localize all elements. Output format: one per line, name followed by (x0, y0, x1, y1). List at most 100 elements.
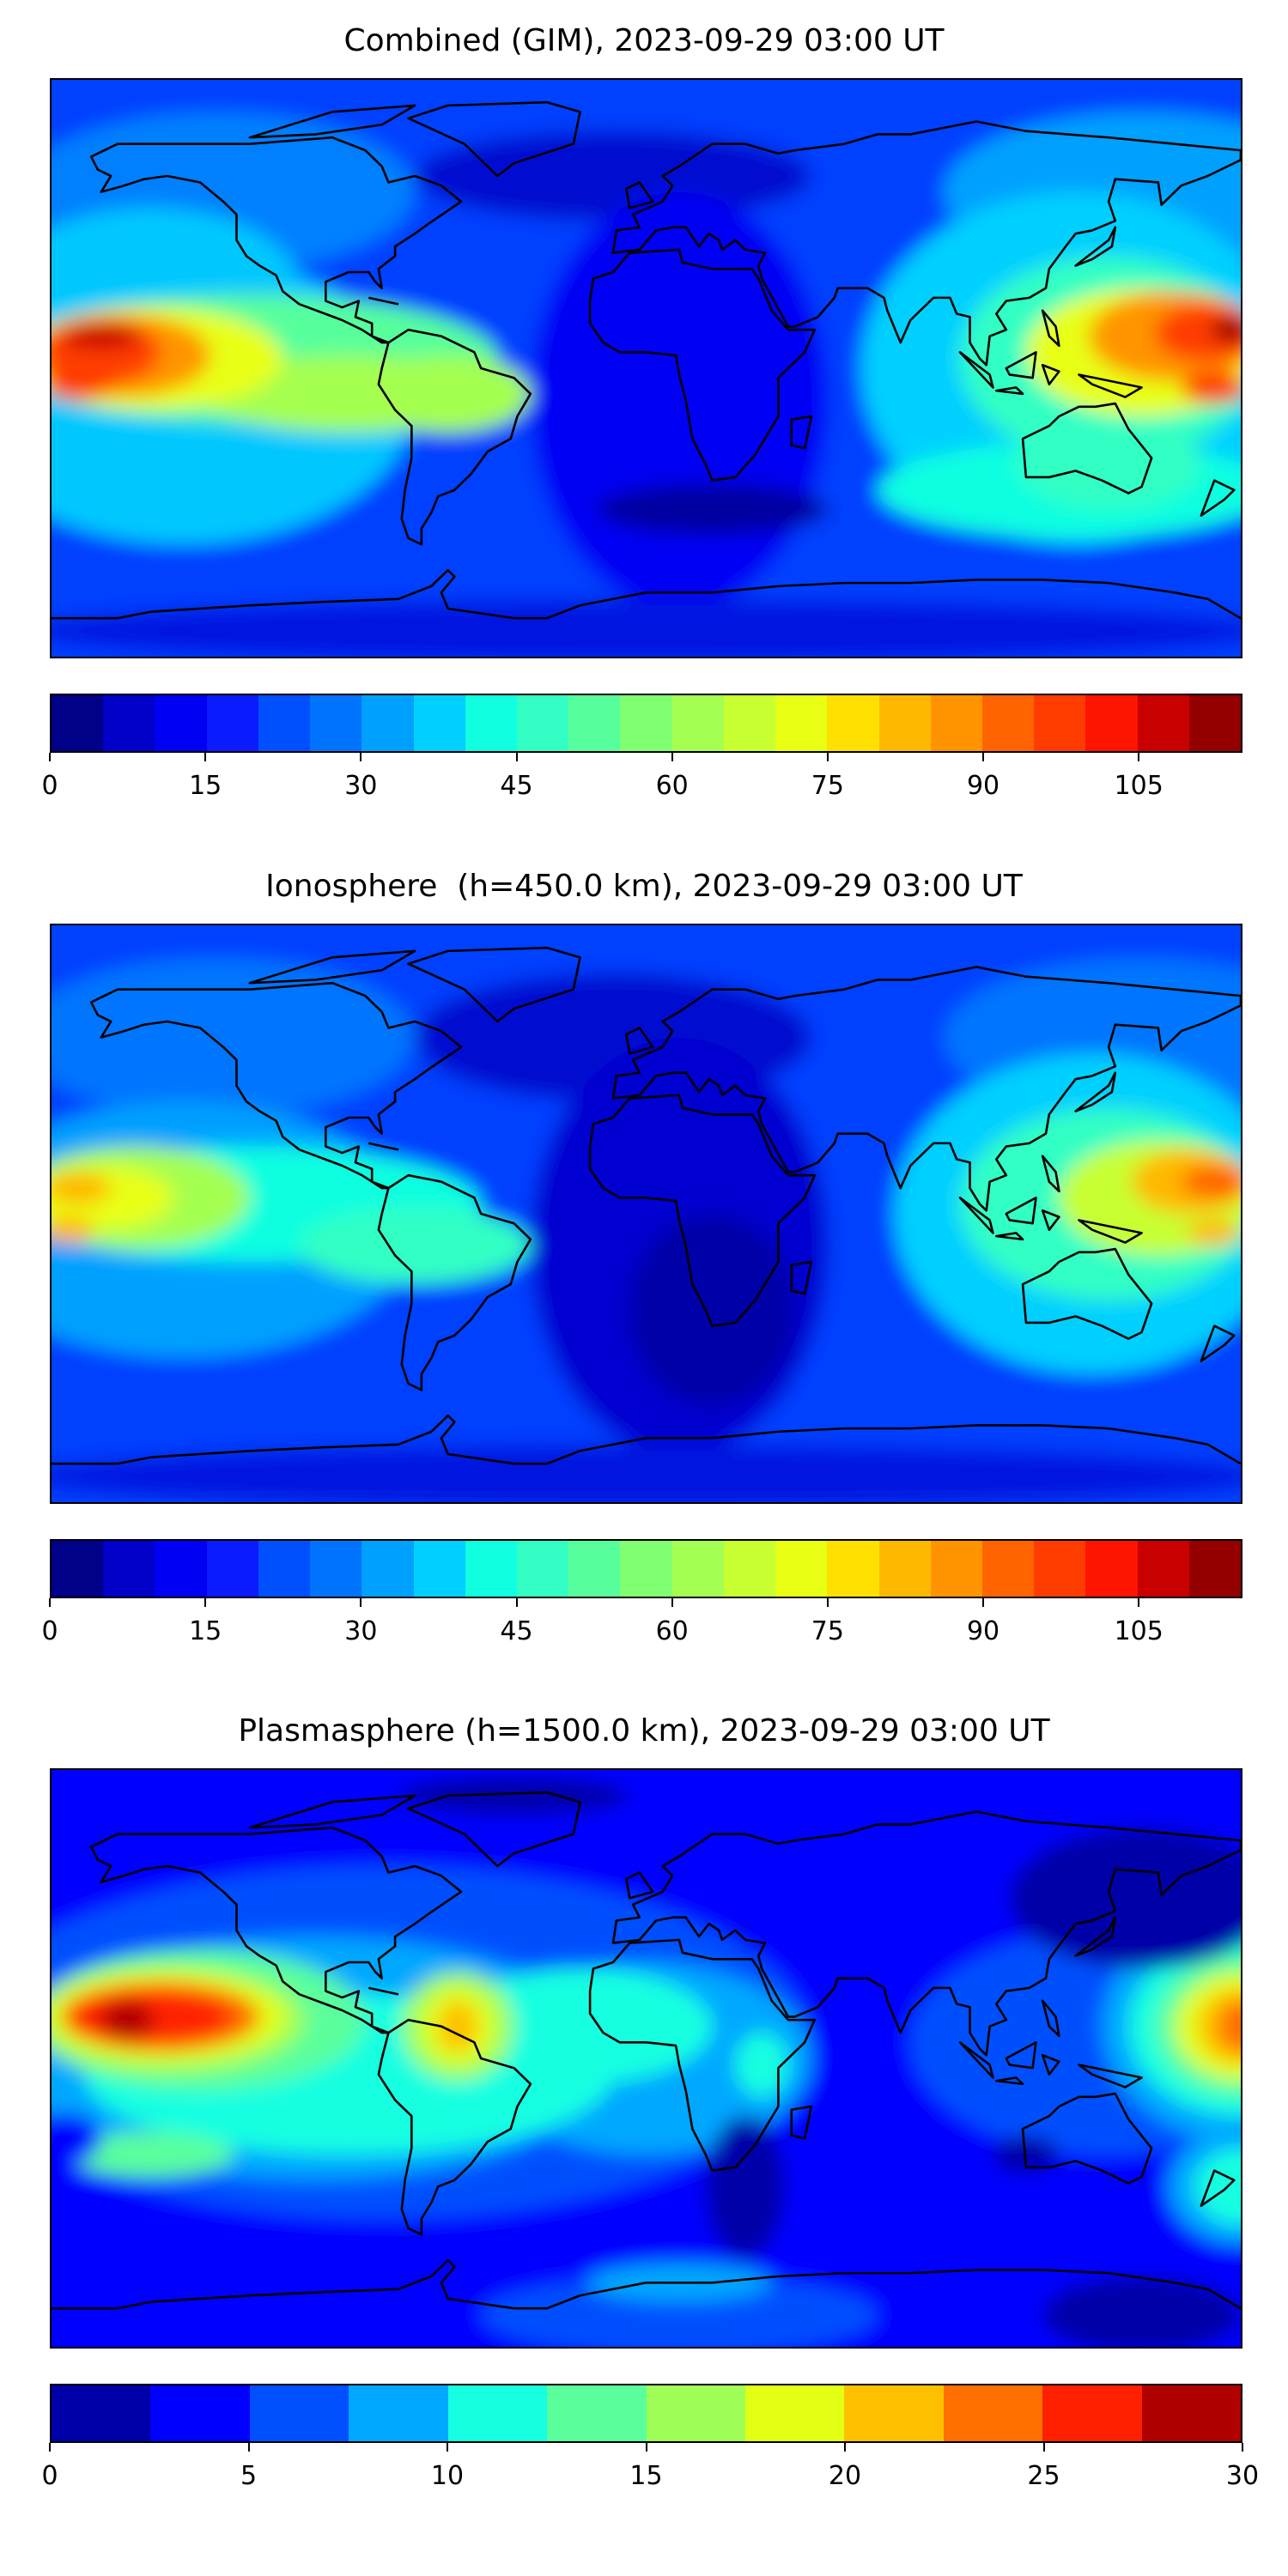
colorbar-bin (1042, 2385, 1142, 2441)
colorbar-tick-mark (360, 753, 362, 761)
colorbar-ticks: 0 5 10 15 20 25 30 (41, 2443, 1259, 2512)
coast-sulawesi (1042, 1210, 1059, 1229)
colorbar-bin (1188, 695, 1242, 751)
colorbar-tick-mark (515, 753, 518, 761)
map-heatmap (50, 924, 1242, 1504)
colorbar-bin (775, 1541, 828, 1597)
coast-south-america (379, 330, 531, 544)
coast-australia (1023, 403, 1151, 494)
colorbar-tick-mark (1242, 2443, 1243, 2452)
colorbar-bin (155, 1541, 207, 1597)
coast-eurasia (613, 122, 1241, 366)
coast-uk (626, 182, 653, 208)
colorbar-tick-label: 105 (1114, 1616, 1163, 1646)
panel-ionosphere: Ionosphere (h=450.0 km), 2023-09-29 03:0… (0, 869, 1288, 1731)
colorbar-bin (1034, 1541, 1086, 1597)
field-contours (52, 80, 1241, 657)
colorbar-tick-mark (826, 753, 829, 761)
colorbar-tick-label: 30 (1225, 2461, 1260, 2491)
colorbar (50, 2384, 1242, 2443)
colorbar-tick-label: 45 (500, 1616, 533, 1646)
colorbar-bin (981, 1541, 1035, 1597)
colorbar-tick-mark (49, 2443, 51, 2452)
coast-philippines (1042, 311, 1059, 346)
contour-region (52, 598, 1241, 657)
colorbar-ticks: 0 15 30 45 60 75 90 105 (41, 753, 1242, 821)
colorbar-bin (1188, 1541, 1242, 1597)
colorbar-bin (568, 695, 621, 751)
colorbar-tick-mark (447, 2443, 448, 2452)
colorbar-bin (52, 1541, 104, 1597)
colorbar-bin (744, 2385, 845, 2441)
coast-borneo (1006, 352, 1036, 378)
coast-australia (1023, 2094, 1151, 2184)
coast-java (996, 1233, 1023, 1239)
colorbar-bin (930, 695, 982, 751)
contour-region (398, 1776, 630, 1815)
coast-philippines (1042, 1156, 1059, 1191)
coast-caribbean (368, 298, 398, 304)
coast-java (996, 2077, 1023, 2083)
coast-japan (1076, 1073, 1115, 1112)
coast-borneo (1006, 1197, 1036, 1223)
coast-caribbean (368, 1988, 398, 1994)
contour-region (481, 2276, 878, 2347)
colorbar (50, 1539, 1242, 1598)
contour-region (365, 355, 531, 433)
contour-region (52, 368, 112, 401)
coast-madagascar (792, 2106, 811, 2138)
coast-sulawesi (1042, 2055, 1059, 2074)
contour-region (629, 1214, 795, 1406)
coast-eurasia (613, 967, 1241, 1211)
field-contours (52, 1770, 1241, 2347)
colorbar-bin (447, 2385, 548, 2441)
coast-sumatra (960, 352, 993, 387)
contour-region (1181, 1166, 1241, 1198)
colorbar-bin (671, 695, 724, 751)
coast-japan (1076, 1918, 1115, 1956)
colorbar-bin (361, 1541, 414, 1597)
colorbar-bin (465, 695, 517, 751)
colorbar-bin (1141, 2385, 1242, 2441)
coast-greenland (409, 1792, 580, 1866)
colorbar-bin (516, 695, 569, 751)
colorbar-tick-label: 0 (41, 1616, 58, 1646)
colorbar-tick-label: 60 (655, 771, 689, 801)
colorbar-bin (413, 1541, 465, 1597)
coast-north-america (91, 1827, 461, 2033)
colorbar-bin (206, 1541, 258, 1597)
colorbar-bin (827, 695, 879, 751)
colorbar-tick-mark (1138, 753, 1140, 761)
coast-antarctica (52, 2260, 1241, 2308)
colorbar-bin (878, 695, 931, 751)
coast-new-zealand (1201, 1326, 1234, 1361)
colorbar-bin (646, 2385, 745, 2441)
coast-sulawesi (1042, 365, 1059, 384)
contour-region (596, 483, 829, 536)
colorbar-tick-mark (826, 1598, 829, 1607)
chart-title: Combined (GIM), 2023-09-29 03:00 UT (343, 23, 945, 58)
contour-region (1188, 1220, 1241, 1246)
colorbar-bin (943, 2385, 1043, 2441)
colorbar-tick-label: 30 (344, 771, 378, 801)
colorbar-ticks: 0 15 30 45 60 75 90 105 (41, 1598, 1242, 1667)
contour-region (705, 2116, 786, 2258)
contour-region (530, 191, 829, 609)
colorbar-bin (52, 695, 104, 751)
colorbar-bin (249, 2385, 349, 2441)
colorbar-tick-label: 90 (966, 771, 1000, 801)
colorbar-tick-label: 105 (1114, 771, 1163, 801)
colorbar-bin (620, 1541, 672, 1597)
colorbar-bin (310, 1541, 362, 1597)
colorbar-bin (258, 695, 311, 751)
colorbar-tick-mark (360, 1598, 362, 1607)
colorbar-tick-label: 25 (1027, 2461, 1060, 2491)
contour-region (68, 2131, 234, 2178)
colorbar-bin (103, 1541, 155, 1597)
coast-borneo (1006, 2042, 1036, 2068)
coast-south-america (379, 2020, 531, 2234)
colorbar-bin (1085, 695, 1138, 751)
colorbar-bin (1137, 695, 1189, 751)
coast-madagascar (792, 416, 811, 448)
coast-sumatra (960, 1197, 993, 1233)
